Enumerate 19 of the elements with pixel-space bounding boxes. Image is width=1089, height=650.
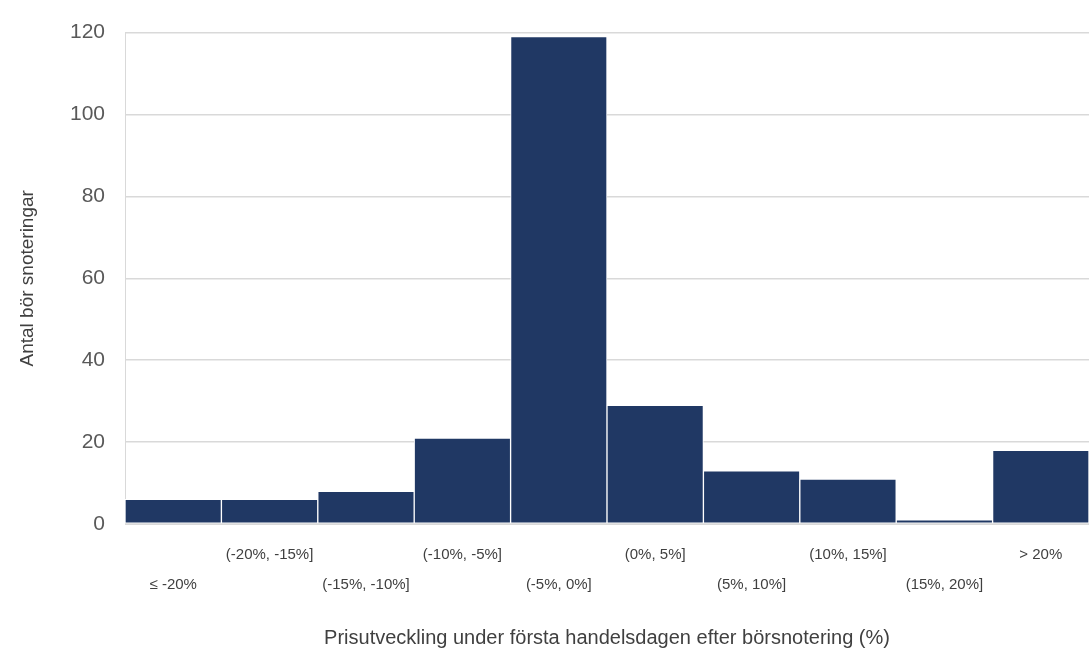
x-tick-label: ≤ -20% — [149, 575, 197, 593]
y-tick-label: 120 — [69, 19, 105, 43]
y-tick-label: 80 — [81, 183, 105, 207]
y-axis-title: Antal bör snoteringar — [15, 189, 37, 367]
x-tick-label: > 20% — [1019, 545, 1063, 563]
x-tick-label: (5%, 10%] — [717, 575, 787, 593]
y-tick-label: 100 — [69, 101, 105, 125]
y-tick-label: 0 — [93, 510, 105, 534]
x-tick-label: (-15%, -10%] — [322, 575, 410, 593]
x-axis-title: Prisutveckling under första handelsdagen efter börsnotering (%) — [324, 625, 890, 648]
x-tick-label: (-10%, -5%] — [422, 545, 502, 563]
x-tick-label: (-20%, -15%] — [225, 545, 314, 563]
x-tick-label: (10%, 15%] — [809, 545, 887, 563]
y-tick-label: 60 — [81, 265, 105, 289]
x-tick-label: (0%, 5%] — [624, 545, 686, 563]
x-tick-label: (15%, 20%] — [905, 575, 984, 593]
y-tick-label: 40 — [81, 347, 105, 370]
y-tick-label: 20 — [81, 428, 105, 452]
x-tick-label: (-5%, 0%] — [525, 575, 592, 593]
